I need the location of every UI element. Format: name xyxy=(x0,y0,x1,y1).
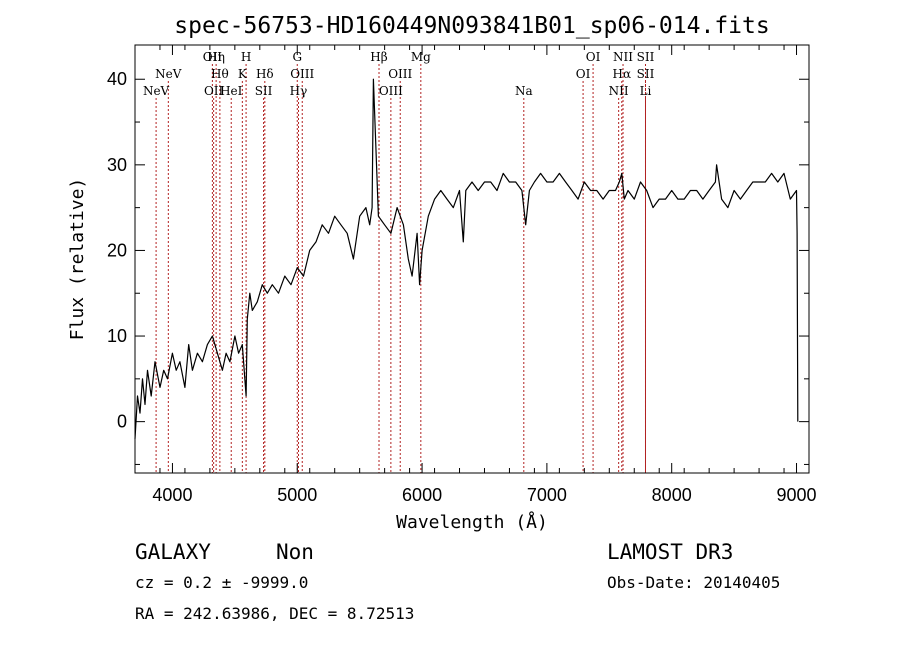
x-axis: 4000 5000 6000 7000 8000 9000 xyxy=(134,45,817,505)
line-marker-label: H xyxy=(241,50,251,64)
line-marker-label: Hδ xyxy=(256,67,274,81)
line-marker-label: OI xyxy=(586,50,601,64)
y-tick-label: 0 xyxy=(117,412,127,432)
plot-frame xyxy=(134,44,810,474)
line-marker-label: Hβ xyxy=(370,50,387,64)
spectral-line-markers xyxy=(155,64,646,473)
y-tick-label: 40 xyxy=(107,69,127,89)
line-marker-label: NII xyxy=(613,50,633,64)
spectral-line-labels: NeVNeVOIIHηHθOIIHKHeIHδSIIGOIIIHγHβOIIIO… xyxy=(143,50,655,98)
x-tick-label: 4000 xyxy=(152,485,192,505)
object-subclass: Non xyxy=(276,540,314,564)
line-marker-label: OII xyxy=(204,84,224,98)
y-tick-label: 20 xyxy=(107,240,127,260)
coordinates: RA = 242.63986, DEC = 8.72513 xyxy=(135,604,414,623)
x-tick-label: 8000 xyxy=(652,485,692,505)
line-marker-label: HeI xyxy=(220,84,243,98)
line-marker-label: OIII xyxy=(388,67,412,81)
line-marker-label: OIII xyxy=(290,67,314,81)
x-axis-label: Wavelength (Å) xyxy=(396,511,548,533)
line-marker-label: NeV xyxy=(143,84,170,98)
line-marker-label: OIII xyxy=(379,84,403,98)
line-marker-label: Mg xyxy=(411,50,431,64)
line-marker-label: Hγ xyxy=(290,84,308,98)
line-marker-label: Hθ xyxy=(211,67,229,81)
line-marker-label: Hη xyxy=(207,50,225,64)
spectrum-line xyxy=(134,78,799,439)
y-axis-label: Flux (relative) xyxy=(67,178,88,341)
line-marker-label: OI xyxy=(576,67,591,81)
line-marker-label: SII xyxy=(637,50,655,64)
chart-title: spec-56753-HD160449N093841B01_sp06-014.f… xyxy=(174,13,769,39)
line-marker-label: G xyxy=(292,50,302,64)
line-marker-label: SII xyxy=(255,84,273,98)
line-marker-label: K xyxy=(238,67,248,81)
line-marker-label: NeV xyxy=(155,67,182,81)
x-tick-label: 5000 xyxy=(277,485,317,505)
redshift-info: cz = 0.2 ± -9999.0 xyxy=(135,573,308,592)
line-marker-label: Hα xyxy=(612,67,631,81)
line-marker-label: Na xyxy=(515,84,533,98)
x-tick-label: 7000 xyxy=(527,485,567,505)
line-marker-label: SII xyxy=(637,67,655,81)
x-tick-label: 9000 xyxy=(776,485,816,505)
survey-name: LAMOST DR3 xyxy=(607,540,733,564)
line-marker-label: NII xyxy=(609,84,629,98)
spectrum-series xyxy=(134,78,799,439)
y-tick-label: 30 xyxy=(107,155,127,175)
object-class: GALAXY xyxy=(135,540,211,564)
x-tick-label: 6000 xyxy=(402,485,442,505)
observation-date: Obs-Date: 20140405 xyxy=(607,573,780,592)
y-axis: 0 10 20 30 40 xyxy=(107,69,809,465)
line-marker-label: OII xyxy=(203,50,223,64)
y-tick-label: 10 xyxy=(107,326,127,346)
line-marker-label: Li xyxy=(640,84,652,98)
